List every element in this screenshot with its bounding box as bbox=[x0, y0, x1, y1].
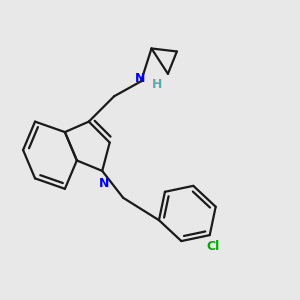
Text: H: H bbox=[152, 78, 162, 92]
Text: Cl: Cl bbox=[206, 240, 219, 253]
Text: N: N bbox=[98, 177, 109, 190]
Text: N: N bbox=[135, 72, 146, 86]
